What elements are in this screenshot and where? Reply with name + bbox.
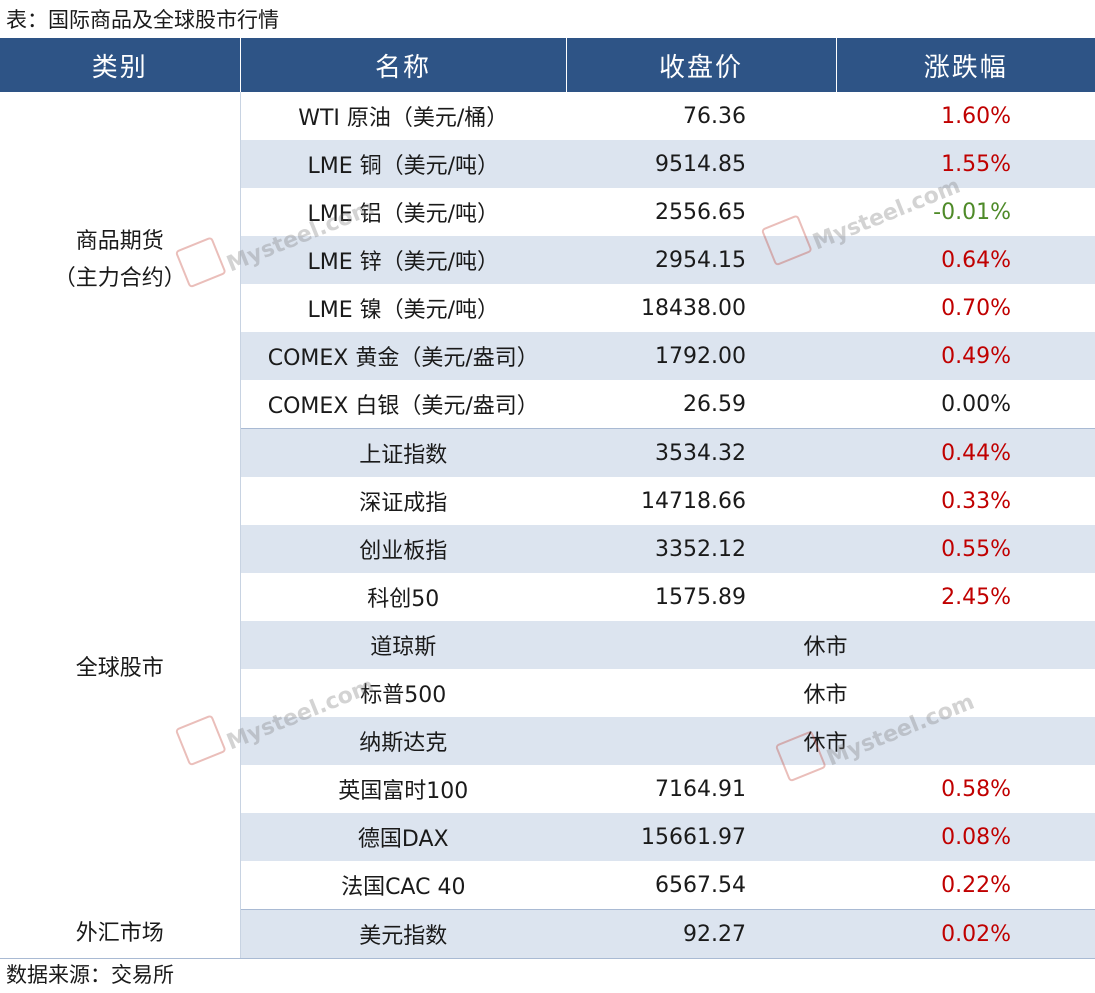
close-price: 9514.85 — [566, 140, 836, 188]
change-percent: 0.49% — [836, 332, 1095, 380]
market-closed-status: 休市 — [566, 621, 1095, 669]
market-table: 类别 名称 收盘价 涨跌幅 商品期货 （主力合约） WTI 原油（美元/桶） 76.3… — [0, 38, 1095, 959]
close-price: 7164.91 — [655, 776, 746, 802]
instrument-name: WTI 原油（美元/桶） — [298, 106, 509, 131]
header-change: 涨跌幅 — [835, 38, 1095, 92]
change-percent: -0.01% — [933, 199, 1011, 225]
table-row: 标普500 休市 — [0, 669, 1095, 717]
close-price: 18438.00 — [641, 295, 746, 321]
table-row: 全球股市 上证指数 3534.32 0.44% — [0, 428, 1095, 910]
market-closed-status: 休市 — [803, 683, 848, 708]
table-row: LME 锌（美元/吨） 2954.15 0.64% — [0, 236, 1095, 284]
category-sublabel: （主力合约） — [53, 266, 186, 292]
table-row: 英国富时100 7164.91 0.58% — [0, 765, 1095, 813]
category-cell: 外汇市场 — [0, 909, 241, 959]
table-row: 德国DAX 15661.97 0.08% — [0, 813, 1095, 861]
instrument-name: 法国CAC 40 — [240, 861, 566, 910]
category-label: 商品期货 — [75, 228, 164, 254]
table-row: 商品期货 （主力合约） WTI 原油（美元/桶） 76.36 1.60% — [0, 92, 1095, 429]
close-price: 1575.89 — [655, 584, 746, 610]
instrument-name: 英国富时100 — [338, 779, 469, 804]
table-row: COMEX 白银（美元/盎司） 26.59 0.00% — [0, 380, 1095, 429]
close-price: 92.27 — [566, 909, 836, 959]
instrument-name: 纳斯达克 — [240, 717, 566, 765]
table-row: 深证成指 14718.66 0.33% — [0, 477, 1095, 525]
instrument-name: COMEX 黄金（美元/盎司） — [240, 332, 566, 380]
instrument-name: 深证成指 — [359, 491, 448, 516]
close-price: 3534.32 — [566, 428, 836, 477]
close-price: 2556.65 — [655, 199, 746, 225]
header-close: 收盘价 — [565, 38, 836, 92]
table-row: 外汇市场 美元指数 92.27 0.02% — [0, 909, 1095, 959]
change-percent: 2.45% — [941, 584, 1011, 610]
close-price: 26.59 — [566, 380, 836, 429]
table-row: LME 铝（美元/吨） 2556.65 -0.01% — [0, 188, 1095, 236]
table-row: 法国CAC 40 6567.54 0.22% — [0, 861, 1095, 910]
change-percent: 1.60% — [941, 103, 1011, 129]
table-body: 商品期货 （主力合约） WTI 原油（美元/桶） 76.36 1.60% LME 铜（美元… — [0, 92, 1095, 959]
table-row: 纳斯达克 休市 — [0, 717, 1095, 765]
instrument-name: LME 镍（美元/吨） — [307, 298, 500, 323]
table-row: LME 镍（美元/吨） 18438.00 0.70% — [0, 284, 1095, 332]
table-caption: 表：国际商品及全球股市行情 — [6, 8, 279, 32]
data-source: 数据来源：交易所 — [6, 963, 174, 987]
change-percent: 1.55% — [836, 140, 1095, 188]
close-price: 2954.15 — [566, 236, 836, 284]
category-label: 外汇市场 — [75, 921, 164, 947]
change-percent: 0.58% — [941, 776, 1011, 802]
change-percent: 0.55% — [836, 525, 1095, 573]
change-percent: 0.22% — [836, 861, 1095, 910]
close-price: 3352.12 — [566, 525, 836, 573]
instrument-name: 道琼斯 — [240, 621, 566, 669]
instrument-name: 创业板指 — [240, 525, 566, 573]
instrument-name: 美元指数 — [240, 909, 566, 959]
change-percent: 0.33% — [941, 488, 1011, 514]
table-row: 创业板指 3352.12 0.55% — [0, 525, 1095, 573]
change-percent: 0.70% — [941, 295, 1011, 321]
category-cell: 商品期货 （主力合约） — [0, 92, 241, 429]
instrument-name: 德国DAX — [240, 813, 566, 861]
close-price: 6567.54 — [566, 861, 836, 910]
header-name: 名称 — [239, 38, 566, 92]
instrument-name: LME 锌（美元/吨） — [240, 236, 566, 284]
close-price: 14718.66 — [641, 488, 746, 514]
table-row: LME 铜（美元/吨） 9514.85 1.55% — [0, 140, 1095, 188]
header-row: 类别 名称 收盘价 涨跌幅 — [0, 38, 1095, 92]
change-percent: 0.08% — [836, 813, 1095, 861]
change-percent: 0.00% — [836, 380, 1095, 429]
category-cell: 全球股市 — [0, 428, 241, 910]
instrument-name: 标普500 — [360, 683, 447, 708]
table-row: COMEX 黄金（美元/盎司） 1792.00 0.49% — [0, 332, 1095, 380]
instrument-name: LME 铜（美元/吨） — [240, 140, 566, 188]
close-price: 15661.97 — [566, 813, 836, 861]
category-label: 全球股市 — [75, 656, 164, 682]
change-percent: 0.64% — [836, 236, 1095, 284]
instrument-name: 科创50 — [367, 587, 440, 612]
table-row: 道琼斯 休市 — [0, 621, 1095, 669]
close-price: 1792.00 — [566, 332, 836, 380]
instrument-name: COMEX 白银（美元/盎司） — [240, 380, 566, 429]
table-row: 科创50 1575.89 2.45% — [0, 573, 1095, 621]
change-percent: 0.44% — [836, 428, 1095, 477]
market-closed-status: 休市 — [566, 717, 1095, 765]
header-category: 类别 — [0, 38, 240, 92]
close-price: 76.36 — [683, 103, 746, 129]
change-percent: 0.02% — [836, 909, 1095, 959]
instrument-name: 上证指数 — [240, 428, 566, 477]
instrument-name: LME 铝（美元/吨） — [307, 202, 500, 227]
